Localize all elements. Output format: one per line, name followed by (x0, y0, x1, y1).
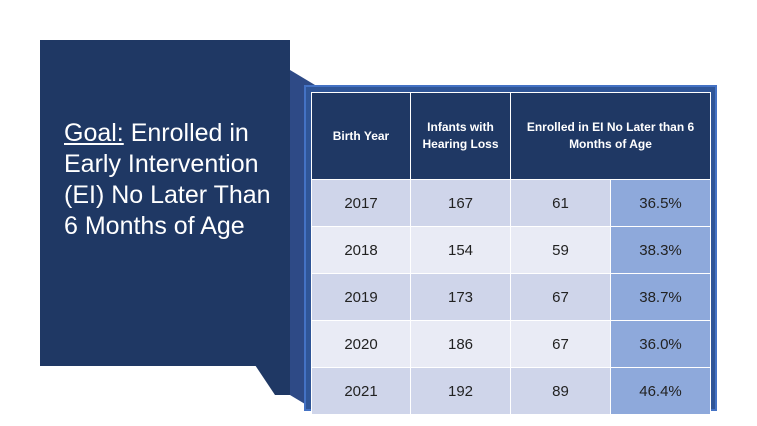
enrollment-table: Birth Year Infants with Hearing Loss Enr… (311, 92, 712, 415)
cell-percent: 38.7% (609, 273, 712, 321)
goal-statement: Goal: Enrolled in Early Intervention (EI… (64, 118, 284, 242)
header-enrolled-ei: Enrolled in EI No Later than 6 Months of… (509, 92, 712, 180)
cell-enrolled: 89 (510, 367, 611, 415)
table-row: 2017 167 61 36.5% (311, 179, 712, 227)
cell-enrolled: 59 (510, 226, 611, 274)
cell-infants: 173 (410, 273, 511, 321)
cell-enrolled: 61 (510, 179, 611, 227)
table-header-row: Birth Year Infants with Hearing Loss Enr… (311, 92, 712, 180)
table-row: 2019 173 67 38.7% (311, 273, 712, 321)
cell-infants: 154 (410, 226, 511, 274)
header-birth-year: Birth Year (311, 92, 411, 180)
goal-panel: Goal: Enrolled in Early Intervention (EI… (40, 40, 290, 366)
goal-description: Enrolled in Early Intervention (EI) No L… (64, 119, 271, 240)
cell-year: 2019 (311, 273, 411, 321)
cell-enrolled: 67 (510, 273, 611, 321)
cell-year: 2021 (311, 367, 411, 415)
cell-infants: 167 (410, 179, 511, 227)
table-row: 2021 192 89 46.4% (311, 367, 712, 415)
table-frame: Birth Year Infants with Hearing Loss Enr… (304, 85, 717, 415)
header-infants-hearing-loss: Infants with Hearing Loss (410, 92, 511, 180)
cell-infants: 186 (410, 320, 511, 368)
cell-percent: 36.0% (609, 320, 712, 368)
table-row: 2020 186 67 36.0% (311, 320, 712, 368)
cell-year: 2017 (311, 179, 411, 227)
cell-enrolled: 67 (510, 320, 611, 368)
cell-year: 2018 (311, 226, 411, 274)
table-row: 2018 154 59 38.3% (311, 226, 712, 274)
goal-label: Goal: (64, 119, 124, 147)
cell-percent: 38.3% (609, 226, 712, 274)
cell-percent: 36.5% (609, 179, 712, 227)
cell-percent: 46.4% (609, 367, 712, 415)
cell-year: 2020 (311, 320, 411, 368)
cell-infants: 192 (410, 367, 511, 415)
